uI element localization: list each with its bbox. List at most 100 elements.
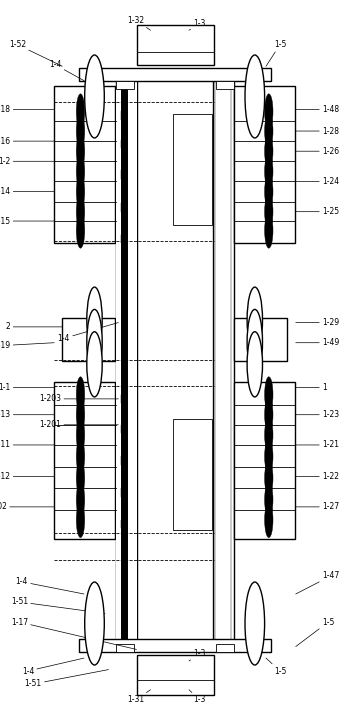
Text: 1-26: 1-26: [296, 147, 339, 156]
Text: 1: 1: [296, 383, 327, 392]
Text: 1-16: 1-16: [0, 137, 54, 145]
Bar: [128, 79, 136, 648]
Ellipse shape: [265, 377, 273, 413]
Bar: [216, 81, 234, 89]
Ellipse shape: [76, 417, 85, 453]
Bar: [121, 488, 127, 497]
Text: 1-4: 1-4: [58, 323, 118, 343]
Bar: [54, 382, 116, 539]
Text: 1-5: 1-5: [266, 40, 286, 66]
Ellipse shape: [247, 287, 262, 352]
Ellipse shape: [247, 310, 262, 374]
Text: 1-28: 1-28: [296, 127, 339, 135]
Ellipse shape: [76, 194, 85, 230]
Bar: [121, 456, 127, 465]
Bar: [213, 79, 234, 648]
Text: 1-203: 1-203: [39, 395, 118, 403]
Text: 1-49: 1-49: [296, 338, 339, 347]
Text: 1-202: 1-202: [0, 503, 54, 511]
Text: 1-1: 1-1: [0, 383, 54, 392]
Ellipse shape: [76, 460, 85, 496]
Ellipse shape: [76, 377, 85, 413]
Bar: [121, 203, 127, 212]
Bar: [116, 79, 121, 648]
Ellipse shape: [265, 174, 273, 210]
Text: 1-32: 1-32: [127, 16, 150, 30]
Text: 1-27: 1-27: [296, 503, 339, 511]
Text: 2: 2: [6, 323, 62, 331]
Text: 1-29: 1-29: [296, 318, 339, 327]
Ellipse shape: [247, 332, 262, 397]
Text: 1-52: 1-52: [9, 40, 62, 66]
Ellipse shape: [265, 94, 273, 130]
Bar: [136, 655, 214, 695]
Text: 1-21: 1-21: [296, 441, 339, 449]
Ellipse shape: [76, 212, 85, 248]
Text: 1-11: 1-11: [0, 441, 54, 449]
Bar: [216, 644, 234, 652]
Bar: [79, 68, 271, 81]
Bar: [116, 81, 134, 89]
Bar: [173, 419, 212, 530]
Text: 1-15: 1-15: [0, 217, 54, 225]
Ellipse shape: [265, 397, 273, 433]
Bar: [136, 25, 214, 65]
Text: 1-3: 1-3: [189, 649, 206, 661]
Text: 1-25: 1-25: [296, 207, 339, 216]
Bar: [121, 520, 127, 528]
Text: 1-47: 1-47: [296, 572, 339, 594]
Bar: [54, 86, 116, 243]
Bar: [215, 79, 231, 648]
Bar: [234, 318, 287, 361]
Ellipse shape: [265, 502, 273, 538]
Bar: [234, 382, 295, 539]
Text: 1-14: 1-14: [0, 187, 54, 196]
Ellipse shape: [265, 113, 273, 149]
Ellipse shape: [76, 397, 85, 433]
Text: 1-48: 1-48: [296, 105, 339, 114]
Ellipse shape: [87, 332, 102, 397]
Text: 1-2: 1-2: [0, 157, 54, 166]
Text: 1-4: 1-4: [49, 60, 84, 81]
Ellipse shape: [76, 133, 85, 169]
Ellipse shape: [87, 310, 102, 374]
Bar: [121, 111, 127, 120]
Ellipse shape: [76, 482, 85, 518]
Text: 1-18: 1-18: [0, 105, 54, 114]
Ellipse shape: [265, 194, 273, 230]
Bar: [121, 170, 127, 179]
Text: 1-201: 1-201: [39, 420, 118, 429]
Text: 1-51: 1-51: [25, 670, 108, 688]
Text: 1-24: 1-24: [296, 177, 339, 186]
Text: 1-5: 1-5: [296, 618, 334, 647]
Bar: [121, 425, 127, 433]
Text: 1-13: 1-13: [0, 410, 54, 419]
Ellipse shape: [265, 438, 273, 474]
Text: 1-4: 1-4: [22, 658, 84, 675]
Ellipse shape: [265, 417, 273, 453]
Text: 1-31: 1-31: [127, 690, 150, 704]
Ellipse shape: [265, 460, 273, 496]
Ellipse shape: [87, 287, 102, 352]
Ellipse shape: [85, 55, 104, 138]
Text: 1-4: 1-4: [16, 577, 84, 594]
Bar: [234, 86, 295, 243]
Ellipse shape: [85, 582, 104, 665]
Bar: [116, 644, 134, 652]
Text: 1-17: 1-17: [11, 618, 136, 649]
Ellipse shape: [76, 438, 85, 474]
Text: 1-19: 1-19: [0, 341, 54, 350]
Ellipse shape: [76, 94, 85, 130]
Ellipse shape: [76, 502, 85, 538]
Text: 1-22: 1-22: [296, 472, 339, 481]
Text: 1-3: 1-3: [189, 19, 206, 30]
Bar: [173, 114, 212, 225]
Ellipse shape: [265, 133, 273, 169]
Bar: [121, 235, 127, 243]
Ellipse shape: [245, 55, 265, 138]
Ellipse shape: [265, 482, 273, 518]
Bar: [121, 79, 128, 648]
Text: 1-51: 1-51: [11, 598, 105, 613]
Text: 1-23: 1-23: [296, 410, 339, 419]
Ellipse shape: [76, 113, 85, 149]
